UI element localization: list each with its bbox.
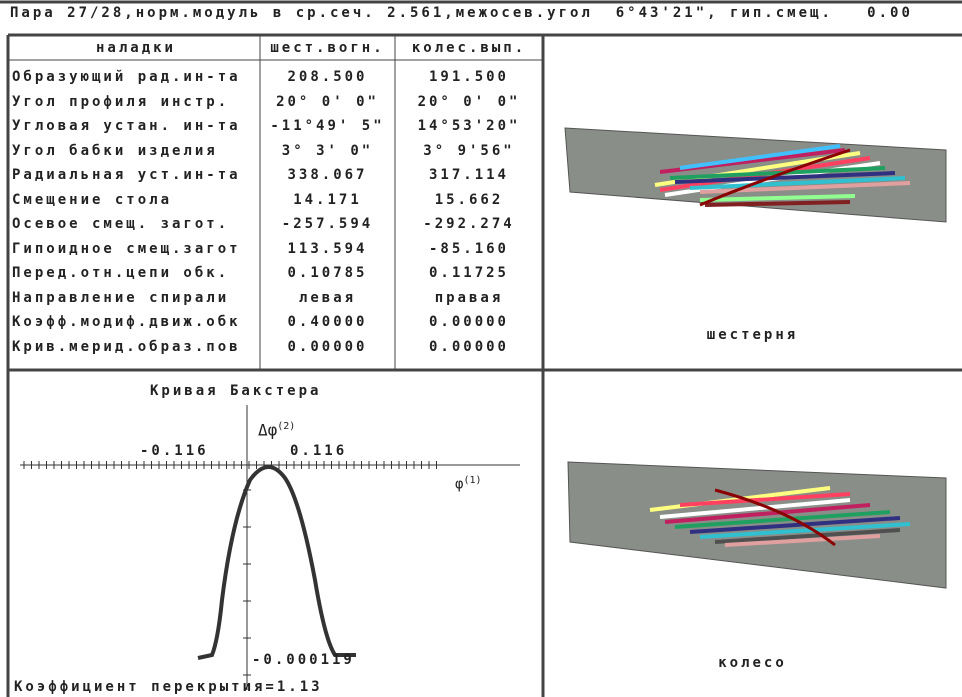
overlap-footer: Коэффициент перекрытия=1.13 bbox=[14, 679, 323, 695]
superscript: (2) bbox=[277, 421, 296, 432]
row-label: Коэфф.модиф.движ.обк bbox=[12, 314, 241, 330]
cell-value: 0.11725 bbox=[428, 265, 509, 281]
column-header: колес.вып. bbox=[411, 40, 527, 56]
header-text: Пара 27/28,норм.модуль в ср.сеч. 2.561,м… bbox=[10, 5, 913, 21]
column-header: наладки bbox=[95, 40, 176, 56]
symbol: Δφ bbox=[258, 420, 278, 440]
axis-ticks bbox=[23, 461, 437, 676]
row-label: Перед.отн.цепи обк. bbox=[12, 265, 230, 281]
row-label: Угол бабки изделия bbox=[12, 142, 218, 159]
cell-value: 0.00000 bbox=[428, 314, 509, 330]
row-label: Смещение стола bbox=[12, 191, 173, 208]
cell-value: -11°49' 5" bbox=[270, 118, 385, 134]
baxter-title: Кривая Бакстера bbox=[150, 383, 322, 399]
cell-value: 3° 3' 0" bbox=[281, 142, 374, 159]
cell-value: 338.067 bbox=[287, 167, 368, 183]
row-label: Угол профиля инстр. bbox=[12, 93, 230, 110]
row-label: Образующий рад.ин-та bbox=[12, 69, 241, 85]
cell-value: 0.10785 bbox=[287, 265, 368, 281]
stripes bbox=[649, 486, 911, 547]
cell-value: 15.662 bbox=[434, 191, 504, 208]
x-axis-label: φ(1) bbox=[455, 472, 482, 494]
cell-value: 20° 0' 0" bbox=[276, 93, 379, 110]
symbol: φ bbox=[455, 476, 464, 493]
contact-path bbox=[714, 488, 836, 547]
superscript: (1) bbox=[463, 475, 482, 486]
wheel-label: колесо bbox=[718, 655, 787, 671]
cell-value: 317.114 bbox=[428, 167, 509, 183]
cell-value: 20° 0' 0" bbox=[417, 93, 521, 110]
cell-value: -292.274 bbox=[423, 216, 515, 232]
cell-value: 0.40000 bbox=[287, 314, 368, 330]
row-label: Гипоидное смещ.загот bbox=[12, 240, 241, 257]
column-header: шест.вогн. bbox=[270, 40, 385, 56]
x-tick-right: 0.116 bbox=[290, 443, 348, 459]
baxter-curve bbox=[197, 465, 356, 660]
row-label: Радиальная уст.ин-та bbox=[12, 167, 241, 183]
x-tick-left: -0.116 bbox=[140, 443, 209, 459]
cell-value: левая bbox=[298, 289, 357, 306]
cell-value: 14°53'20" bbox=[417, 118, 521, 134]
cell-value: -257.594 bbox=[281, 216, 374, 232]
cell-value: 0.00000 bbox=[287, 338, 368, 355]
row-label: Крив.мерид.образ.пов bbox=[12, 338, 241, 355]
cell-value: 14.171 bbox=[293, 191, 362, 208]
row-label: Осевое смещ. загот. bbox=[12, 216, 230, 232]
pinion-model bbox=[564, 127, 947, 223]
row-label: Угловая устан. ин-та bbox=[12, 118, 241, 134]
plane bbox=[567, 461, 947, 589]
row-label: Направление спирали bbox=[12, 289, 230, 306]
contact-path bbox=[699, 148, 851, 207]
min-label: -0.000119 bbox=[252, 652, 355, 668]
stripes bbox=[654, 144, 911, 207]
cell-value: 113.594 bbox=[287, 240, 368, 257]
cell-value: 191.500 bbox=[428, 69, 509, 85]
y-axis-label: Δφ(2) bbox=[258, 418, 295, 439]
pinion-label: шестерня bbox=[706, 327, 799, 343]
cell-value: правая bbox=[434, 289, 504, 306]
cell-value: 208.500 bbox=[287, 69, 368, 85]
cell-value: -85.160 bbox=[428, 240, 509, 257]
wheel-model bbox=[567, 461, 947, 589]
cell-value: 3° 9'56" bbox=[423, 142, 515, 159]
cell-value: 0.00000 bbox=[428, 338, 509, 355]
baxter-plot bbox=[20, 405, 520, 690]
